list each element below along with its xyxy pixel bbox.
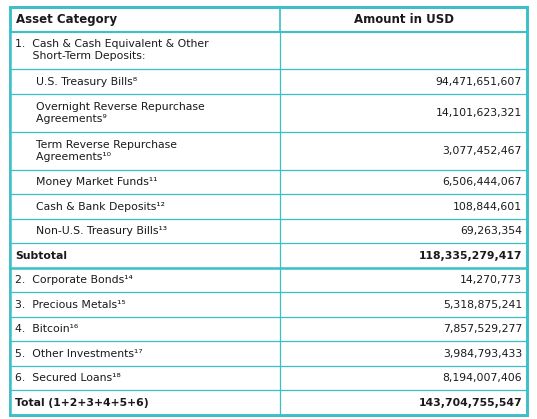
Bar [11, 292, 526, 317]
Text: 118,335,279,417: 118,335,279,417 [418, 251, 522, 261]
Bar [11, 317, 526, 341]
Bar [11, 341, 526, 366]
Text: 143,704,755,547: 143,704,755,547 [418, 398, 522, 408]
Text: 7,857,529,277: 7,857,529,277 [442, 324, 522, 334]
Text: 94,471,651,607: 94,471,651,607 [436, 77, 522, 87]
Bar [11, 391, 526, 415]
Text: Money Market Funds¹¹: Money Market Funds¹¹ [15, 177, 157, 187]
Text: Term Reverse Repurchase
      Agreements¹⁰: Term Reverse Repurchase Agreements¹⁰ [15, 140, 177, 162]
Text: 69,263,354: 69,263,354 [460, 226, 522, 236]
Text: 6.  Secured Loans¹⁸: 6. Secured Loans¹⁸ [15, 373, 121, 383]
Bar [11, 70, 526, 94]
Text: Cash & Bank Deposits¹²: Cash & Bank Deposits¹² [15, 202, 165, 212]
Bar [11, 170, 526, 194]
Text: 3,077,452,467: 3,077,452,467 [442, 146, 522, 156]
Text: Total (1+2+3+4+5+6): Total (1+2+3+4+5+6) [15, 398, 149, 408]
Text: Subtotal: Subtotal [15, 251, 67, 261]
Text: Asset Category: Asset Category [16, 13, 117, 26]
Bar [11, 31, 526, 70]
Text: Amount in USD: Amount in USD [353, 13, 454, 26]
Bar [11, 366, 526, 391]
Text: Overnight Reverse Repurchase
      Agreements⁹: Overnight Reverse Repurchase Agreements⁹ [15, 102, 205, 124]
Text: 5,318,875,241: 5,318,875,241 [442, 300, 522, 310]
Text: Non-U.S. Treasury Bills¹³: Non-U.S. Treasury Bills¹³ [15, 226, 167, 236]
Text: 1.  Cash & Cash Equivalent & Other
     Short-Term Deposits:: 1. Cash & Cash Equivalent & Other Short-… [15, 39, 209, 62]
Text: 3.  Precious Metals¹⁵: 3. Precious Metals¹⁵ [15, 300, 126, 310]
Bar [11, 243, 526, 268]
Bar [11, 132, 526, 170]
Bar [11, 219, 526, 243]
Text: 3,984,793,433: 3,984,793,433 [442, 349, 522, 359]
Bar [11, 94, 526, 132]
Text: 14,101,623,321: 14,101,623,321 [436, 108, 522, 118]
Bar [11, 194, 526, 219]
Text: 108,844,601: 108,844,601 [453, 202, 522, 212]
Text: 8,194,007,406: 8,194,007,406 [442, 373, 522, 383]
Text: 4.  Bitcoin¹⁶: 4. Bitcoin¹⁶ [15, 324, 78, 334]
Text: 2.  Corporate Bonds¹⁴: 2. Corporate Bonds¹⁴ [15, 275, 133, 285]
Text: U.S. Treasury Bills⁸: U.S. Treasury Bills⁸ [15, 77, 137, 87]
Text: 6,506,444,067: 6,506,444,067 [442, 177, 522, 187]
Text: 14,270,773: 14,270,773 [460, 275, 522, 285]
Bar [11, 268, 526, 292]
Text: 5.  Other Investments¹⁷: 5. Other Investments¹⁷ [15, 349, 143, 359]
